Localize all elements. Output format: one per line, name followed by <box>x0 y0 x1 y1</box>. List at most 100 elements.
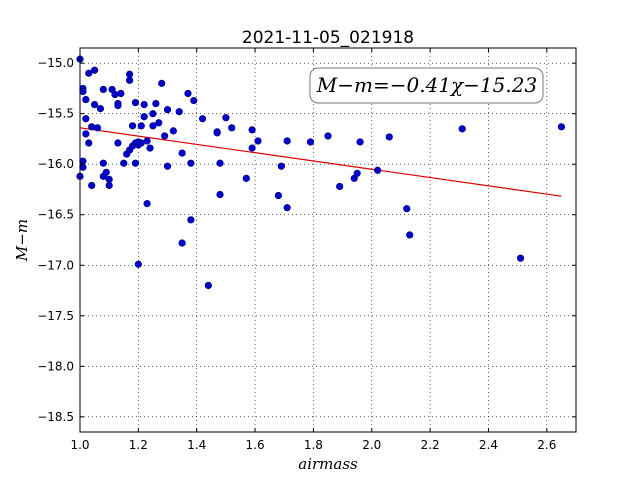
equation-box <box>309 67 544 104</box>
data-point <box>187 216 195 224</box>
data-point <box>126 76 134 84</box>
data-point <box>187 159 195 167</box>
data-point <box>82 95 90 104</box>
data-point <box>131 159 140 167</box>
data-point <box>356 138 364 146</box>
data-point <box>274 191 283 200</box>
data-point <box>374 166 382 174</box>
plot-frame <box>79 47 577 433</box>
data-point <box>79 87 87 96</box>
data-point <box>152 99 160 108</box>
data-point <box>140 113 148 121</box>
data-point <box>120 159 128 167</box>
data-point <box>306 138 315 146</box>
x-tick-label: 1.4 <box>187 438 206 452</box>
data-point <box>216 190 224 199</box>
chart-title: 2021-11-05_021918 <box>242 28 414 48</box>
data-point <box>79 157 87 165</box>
data-point <box>114 101 122 110</box>
data-point <box>403 205 411 213</box>
data-point <box>385 133 393 141</box>
data-point <box>198 115 207 123</box>
data-point <box>88 181 96 190</box>
data-point <box>353 169 361 177</box>
data-point <box>79 163 87 171</box>
fit-line-group <box>79 127 562 197</box>
data-point <box>99 159 107 167</box>
y-tick-label: −15.0 <box>37 56 74 70</box>
data-point <box>85 139 93 147</box>
y-axis-label: M−m <box>13 219 31 262</box>
data-point <box>105 181 113 190</box>
data-point <box>336 182 344 191</box>
data-point <box>163 106 172 114</box>
data-point <box>93 124 102 132</box>
data-point <box>149 122 157 130</box>
data-point <box>102 168 110 176</box>
x-tick-label: 2.2 <box>421 438 440 452</box>
data-point <box>131 98 140 107</box>
y-tick-label: −17.0 <box>37 258 74 272</box>
data-point <box>82 130 90 138</box>
y-tick-label: −16.5 <box>37 208 74 222</box>
data-point <box>248 144 256 152</box>
data-point <box>175 108 183 116</box>
data-point <box>82 115 90 123</box>
y-tick-label: −18.5 <box>37 410 74 424</box>
data-point <box>204 281 212 290</box>
y-tick-label: −17.5 <box>37 309 74 323</box>
x-tick-label: 2.4 <box>479 438 498 452</box>
data-point <box>557 123 566 131</box>
data-point <box>140 100 148 109</box>
data-point <box>190 96 198 105</box>
data-point <box>96 105 105 113</box>
data-point <box>158 79 166 87</box>
data-point <box>216 159 224 167</box>
data-point <box>143 137 151 145</box>
data-point <box>163 162 172 170</box>
data-point <box>88 123 96 131</box>
data-point <box>283 137 291 145</box>
data-point <box>248 126 256 134</box>
data-point <box>90 66 99 74</box>
data-point <box>99 85 107 94</box>
data-point <box>228 124 236 132</box>
x-tick-label: 1.0 <box>70 438 89 452</box>
data-point <box>143 200 151 208</box>
data-point <box>213 129 221 137</box>
y-tick-label: −16.0 <box>37 157 74 171</box>
data-point <box>178 239 186 247</box>
x-tick-label: 2.6 <box>537 438 556 452</box>
data-point <box>85 69 93 77</box>
data-point <box>222 114 230 122</box>
data-point <box>406 231 414 239</box>
data-point <box>111 90 119 99</box>
equation-annotation: M−m=−0.41χ−15.23 <box>309 67 544 104</box>
axis-ticks: 1.0 1.2 1.4 1.6 1.8 2.0 2.2 2.4 2.6 −15.0 −15.5 −16… <box>37 48 576 452</box>
data-point <box>458 125 466 133</box>
data-point <box>161 132 169 140</box>
data-point <box>169 127 177 135</box>
data-points <box>76 55 566 290</box>
fit-line <box>79 127 562 197</box>
data-point <box>324 132 332 140</box>
x-tick-label: 1.2 <box>129 438 148 452</box>
data-point <box>254 137 262 145</box>
data-point <box>90 100 99 109</box>
grid-lines <box>80 48 576 432</box>
equation-text: M−m=−0.41χ−15.23 <box>316 73 537 97</box>
data-point <box>134 260 142 268</box>
data-point <box>137 122 145 130</box>
x-axis-label: airmass <box>298 455 358 473</box>
data-point <box>277 162 285 170</box>
data-point <box>178 149 186 157</box>
data-point <box>126 70 134 78</box>
x-tick-label: 1.6 <box>246 438 265 452</box>
x-tick-label: 2.0 <box>362 438 381 452</box>
data-point <box>117 89 125 98</box>
data-point <box>114 139 122 147</box>
data-point <box>184 89 192 98</box>
data-point <box>128 122 137 130</box>
data-point <box>146 144 154 152</box>
